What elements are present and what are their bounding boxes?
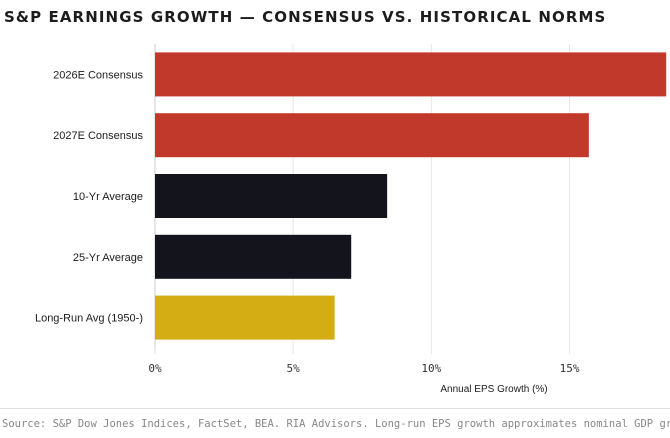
x-axis-title: Annual EPS Growth (%) xyxy=(440,384,547,395)
source-note: Source: S&P Dow Jones Indices, FactSet, … xyxy=(2,418,670,430)
x-tick-label: 5% xyxy=(287,362,301,375)
category-label: 25-Yr Average xyxy=(73,252,143,264)
bar xyxy=(155,295,335,340)
bars xyxy=(155,52,667,340)
category-label: 2026E Consensus xyxy=(53,69,143,81)
chart-title: S&P EARNINGS GROWTH — CONSENSUS VS. HIST… xyxy=(4,8,607,26)
category-labels: 2026E Consensus 2027E Consensus 10-Yr Aver… xyxy=(35,69,144,324)
bar xyxy=(155,52,667,97)
category-label: 2027E Consensus xyxy=(53,130,143,142)
bar xyxy=(155,234,352,279)
bar xyxy=(155,113,589,158)
x-tick-labels: 0% 5% 10% 15% xyxy=(148,362,579,375)
bar xyxy=(155,174,388,218)
x-tick-label: 0% xyxy=(148,362,162,375)
category-label: Long-Run Avg (1950-) xyxy=(35,313,143,325)
bar-chart: 2026E Consensus 2027E Consensus 10-Yr Aver… xyxy=(35,44,667,395)
x-tick-label: 10% xyxy=(421,362,441,375)
x-tick-label: 15% xyxy=(560,362,580,375)
divider xyxy=(0,408,670,409)
category-label: 10-Yr Average xyxy=(73,191,143,203)
